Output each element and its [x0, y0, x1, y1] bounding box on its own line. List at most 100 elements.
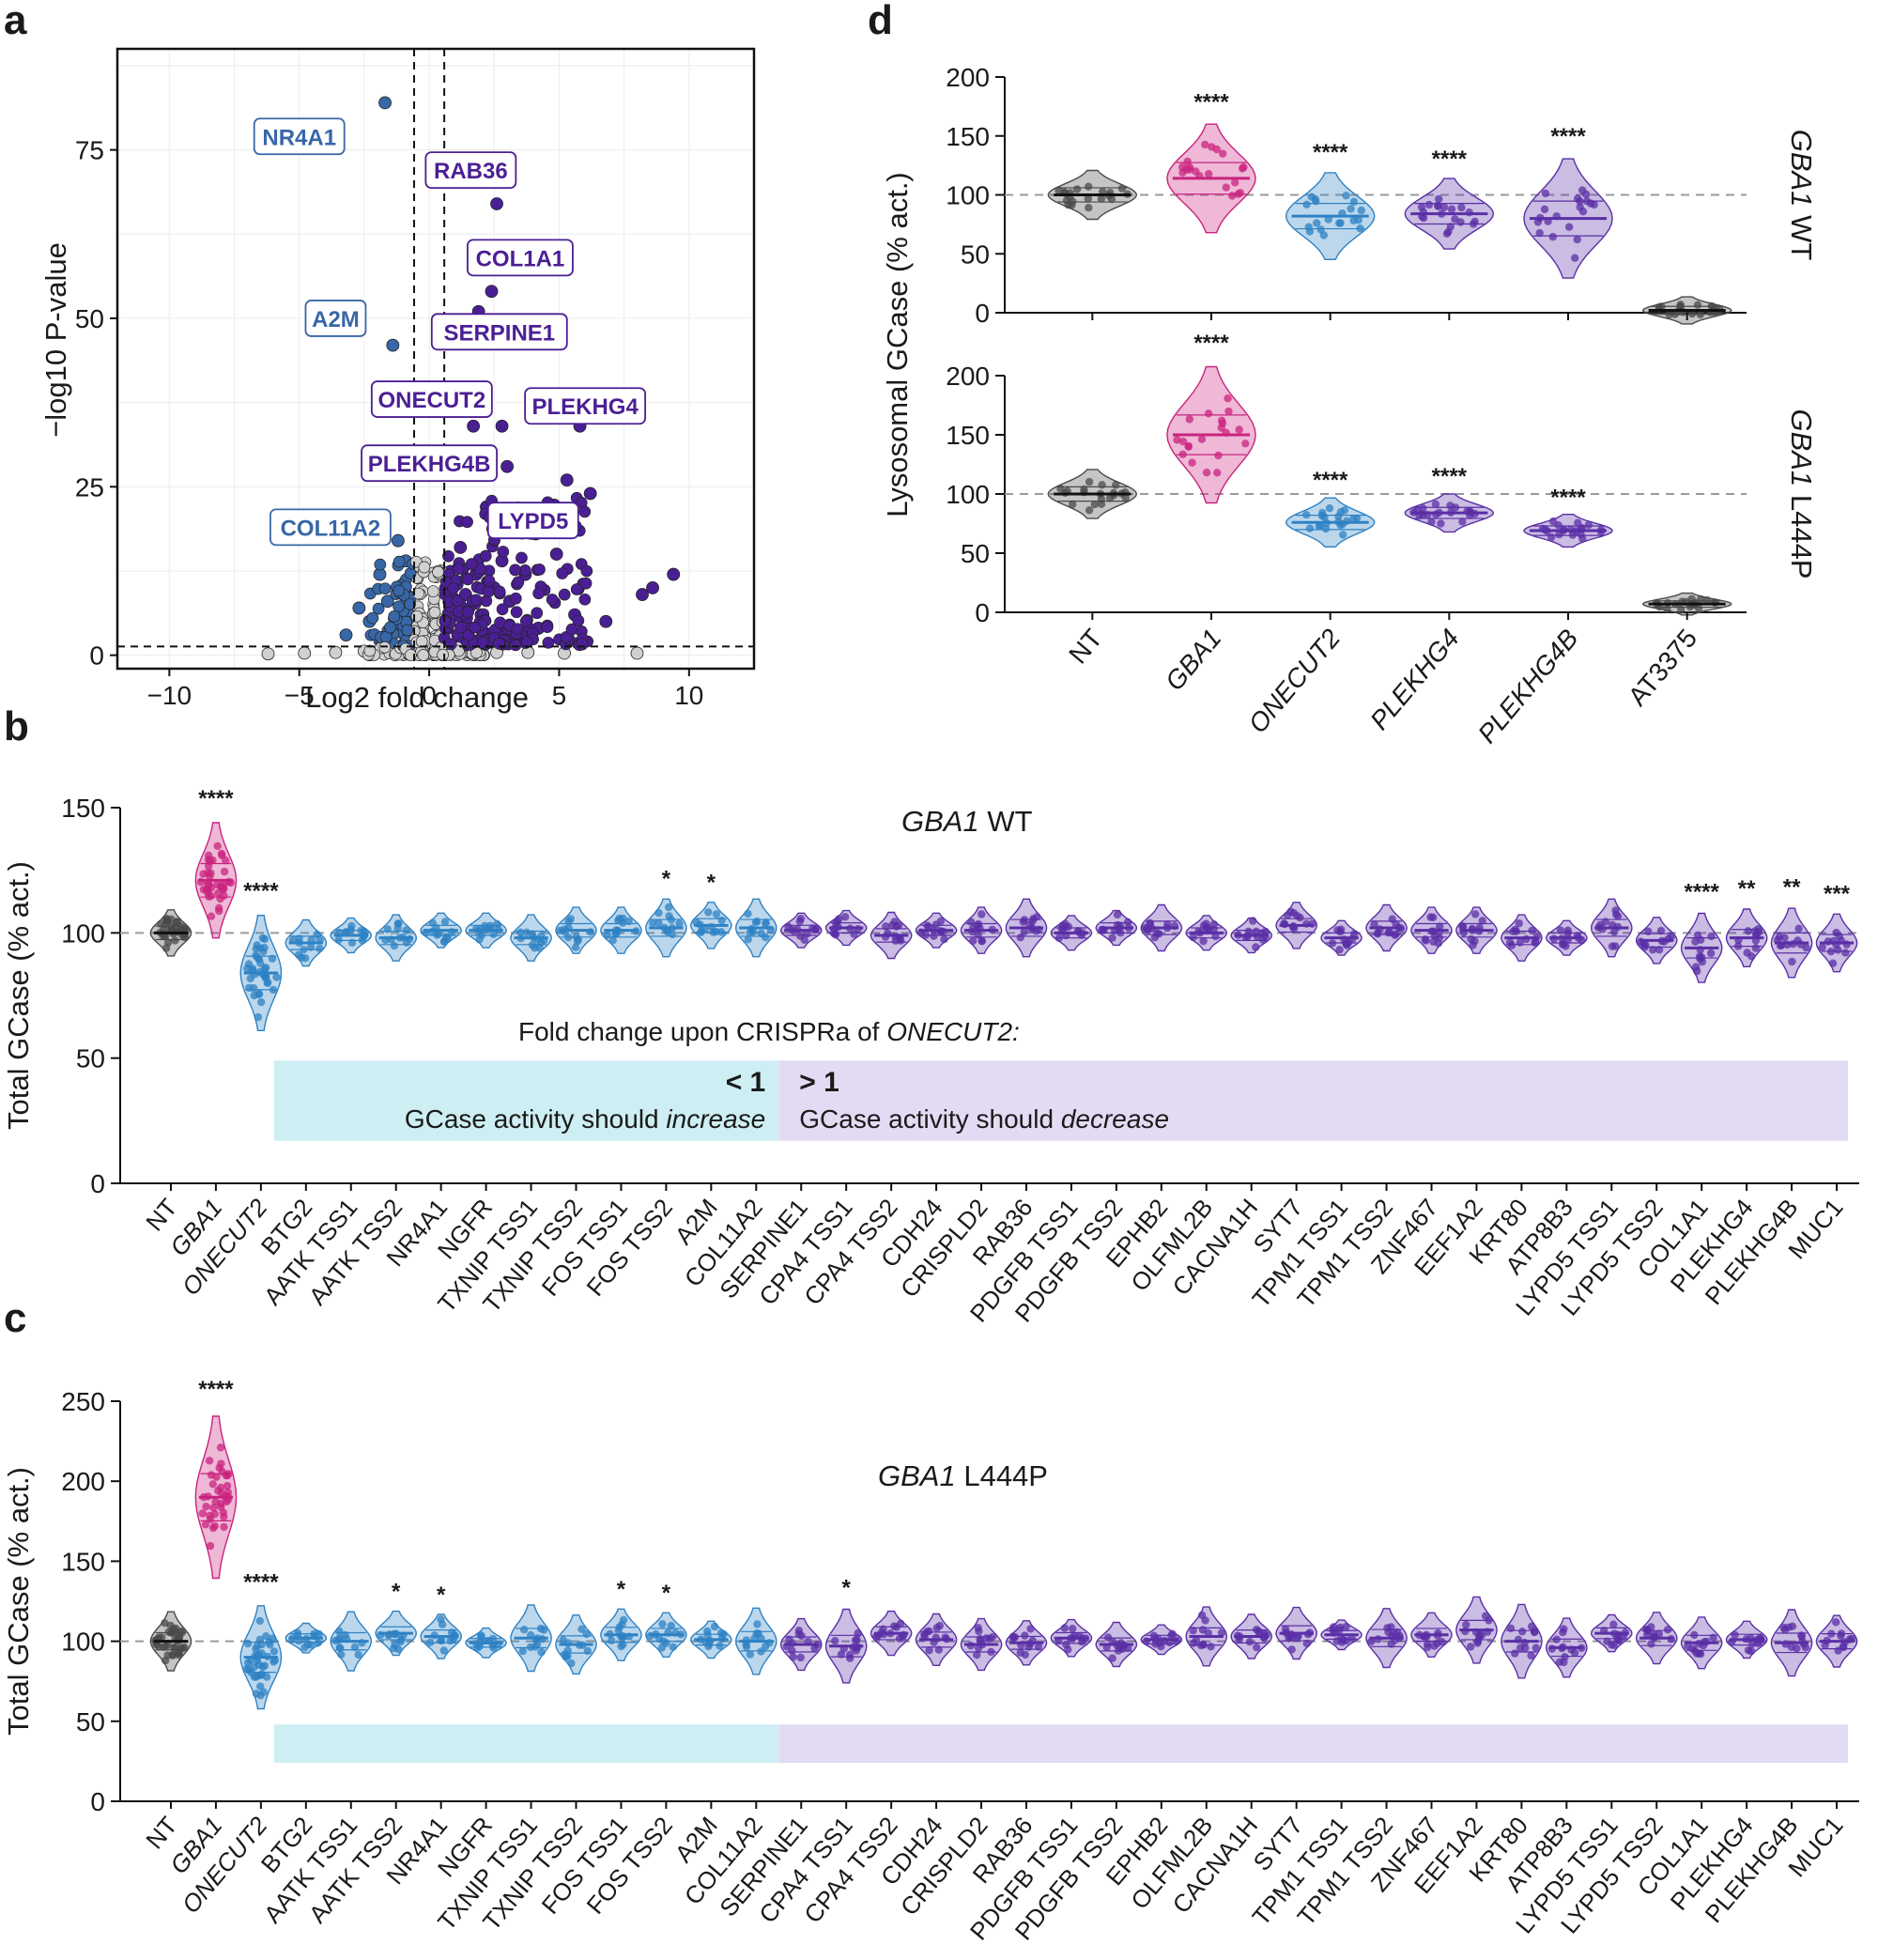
lyso-1-category-1-dot: [1218, 419, 1227, 427]
category-6-dot: [438, 1620, 447, 1628]
category-13-dot: [746, 929, 754, 937]
category-30-dot: [1511, 925, 1520, 934]
category-2-dot: [256, 1682, 265, 1690]
category-19-dot: [1021, 1650, 1030, 1659]
category-2-dot: [262, 964, 270, 972]
category-27-dot: [1367, 1637, 1376, 1646]
category-36-dot: [1794, 924, 1803, 933]
lyso-0-category-4-dot: [1586, 199, 1595, 208]
volcano-point: [516, 551, 528, 564]
category-1-dot: [208, 856, 217, 865]
category-18-dot: [987, 1647, 995, 1657]
volcano-point: [461, 573, 474, 586]
volcano-point: [393, 600, 405, 613]
category-20-dot: [1061, 919, 1070, 928]
category-33-dot: [1655, 946, 1664, 954]
category-2-dot: [257, 1671, 266, 1679]
category-3-dot: [314, 1639, 322, 1647]
annotation-left-text-main: GCase activity should: [405, 1104, 667, 1134]
panel-letter-d: d: [868, 0, 893, 43]
volcano-labeled-point: [500, 459, 515, 473]
y-tick-label: 0: [975, 598, 990, 627]
significance-marker: ****: [1313, 468, 1348, 493]
category-7-dot: [493, 919, 501, 929]
lyso-1-category-0-dot: [1097, 495, 1106, 503]
lyso-0-category-4-dot: [1548, 233, 1558, 241]
category-32-dot: [1608, 1641, 1616, 1649]
category-34-dot: [1690, 1630, 1699, 1640]
volcano-point: [451, 594, 464, 608]
gene-label: SERPINE1: [443, 320, 555, 346]
category-21-dot: [1123, 918, 1132, 926]
lyso-1-category-1-dot: [1184, 442, 1193, 451]
lyso-0-category-4-dot: [1535, 228, 1544, 238]
category-10-dot: [608, 1636, 616, 1645]
category-2-dot: [249, 983, 258, 993]
category-27-dot: [1387, 1623, 1395, 1631]
category-2-dot: [260, 943, 269, 952]
category-label: AT3375: [1623, 624, 1702, 711]
category-4-dot: [335, 1627, 344, 1636]
category-10-dot: [619, 914, 627, 923]
category-1-dot: [210, 1510, 220, 1519]
volcano-point: [417, 649, 430, 661]
category-16-dot: [888, 920, 897, 930]
category-11-dot: [665, 912, 673, 920]
gene-label: COL11A2: [281, 516, 381, 541]
category-13-dot: [742, 1643, 751, 1651]
category-31-dot: [1560, 940, 1568, 949]
volcano-point: [572, 614, 585, 627]
category-0-dot: [171, 936, 179, 945]
category-10-dot: [617, 1642, 625, 1651]
category-8-dot: [526, 1643, 535, 1652]
category-11-dot: [648, 918, 657, 928]
lyso-0-category-1-dot: [1205, 170, 1213, 178]
lyso-1-category-2-dot: [1315, 522, 1324, 531]
category-label: NT: [1063, 624, 1108, 670]
category-23-dot: [1209, 920, 1219, 929]
category-4-dot: [337, 1650, 346, 1659]
category-23-dot: [1199, 936, 1208, 946]
category-24-dot: [1253, 1643, 1261, 1652]
significance-marker: ****: [1432, 147, 1468, 172]
category-6-dot: [426, 1638, 435, 1647]
category-23-dot: [1190, 1639, 1198, 1647]
category-32-dot: [1609, 1620, 1618, 1628]
category-6-dot: [447, 1628, 456, 1637]
category-1-dot: [204, 862, 213, 871]
category-16-dot: [882, 922, 890, 931]
gene-label-box: [253, 117, 346, 156]
category-2-dot: [252, 951, 260, 960]
lyso-0-category-1-dot: [1201, 140, 1209, 149]
category-23-dot: [1202, 919, 1210, 928]
category-24-dot: [1252, 943, 1260, 951]
category-29-dot: [1473, 1639, 1482, 1647]
lyso-0-category-5-dot: [1665, 310, 1673, 319]
category-23-dot: [1199, 1640, 1208, 1649]
volcano-frame: [115, 47, 756, 671]
x-axis-title: Log2 fold change: [305, 681, 529, 714]
category-26-dot: [1335, 946, 1344, 954]
lyso-0-category-1-dot: [1239, 162, 1248, 172]
category-37-dot: [1827, 1629, 1836, 1638]
lyso-0-category-2-dot: [1349, 197, 1359, 206]
lyso-0-category-1-dot: [1182, 165, 1191, 174]
y-tick-label: 200: [946, 362, 990, 391]
lyso-0-category-2-dot: [1349, 216, 1358, 225]
gene-label: RAB36: [434, 159, 508, 184]
lyso-0-category-1-dot: [1234, 190, 1242, 198]
volcano-point: [646, 581, 659, 594]
category-5-dot: [390, 941, 399, 950]
lyso-1-category-3-dot: [1437, 519, 1445, 528]
significance-marker: ****: [1685, 880, 1720, 905]
category-10-dot: [608, 936, 617, 945]
volcano-point: [412, 587, 425, 600]
category-1-dot: [220, 1522, 228, 1532]
lyso-1-category-4-dot: [1548, 517, 1558, 526]
volcano-point: [461, 516, 473, 529]
significance-marker: ****: [1432, 464, 1468, 489]
category-13-dot: [762, 934, 770, 942]
category-30-dot: [1532, 937, 1540, 946]
category-5-dot: [394, 919, 403, 928]
category-15-dot: [851, 1636, 860, 1644]
